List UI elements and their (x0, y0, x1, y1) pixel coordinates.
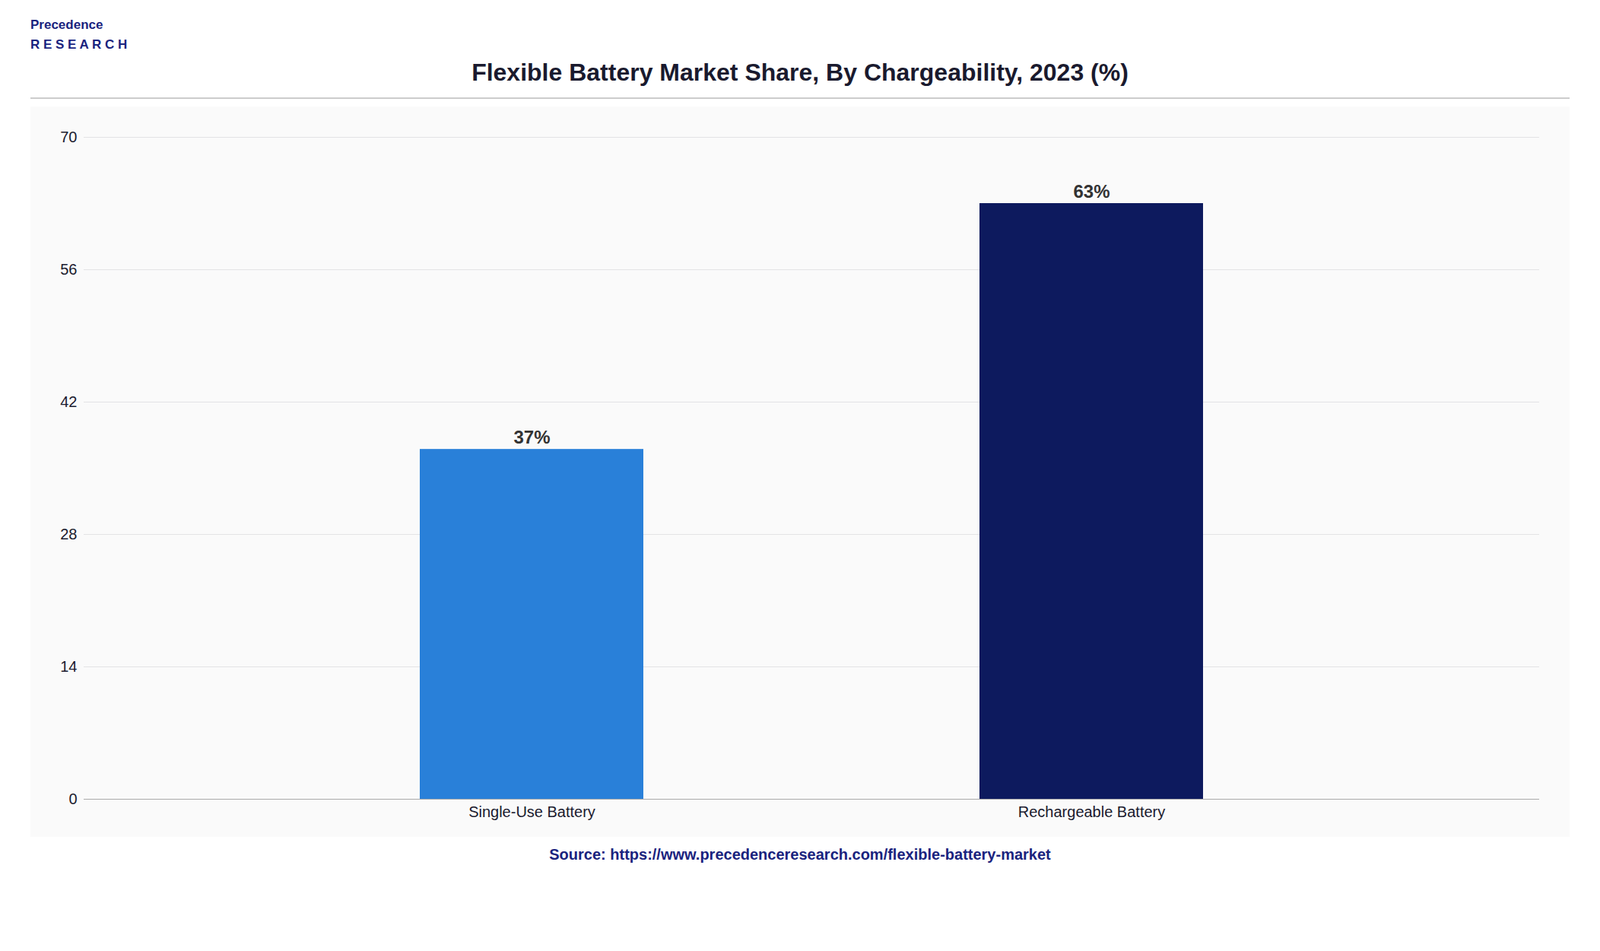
svg-text:63%: 63% (1073, 180, 1110, 202)
svg-text:42: 42 (60, 393, 77, 410)
svg-text:70: 70 (60, 128, 77, 146)
svg-text:14: 14 (60, 657, 77, 675)
html-text:Flexible Battery Market Share,: Flexible Battery Market Share, By Charge… (471, 58, 1129, 86)
svg-text:0: 0 (68, 790, 77, 807)
svg-text:37%: 37% (513, 426, 550, 448)
html-text:R E S E A R C H: R E S E A R C H (30, 36, 128, 52)
svg-text:Single-Use Battery: Single-Use Battery (468, 803, 596, 820)
html-text:Precedence: Precedence (30, 17, 104, 32)
svg-text:56: 56 (60, 260, 77, 278)
svg-text:Rechargeable Battery: Rechargeable Battery (1018, 803, 1166, 820)
html-text:Source: https://www.precedence: Source: https://www.precedenceresearch.c… (549, 845, 1051, 863)
svg-text:28: 28 (60, 525, 77, 543)
